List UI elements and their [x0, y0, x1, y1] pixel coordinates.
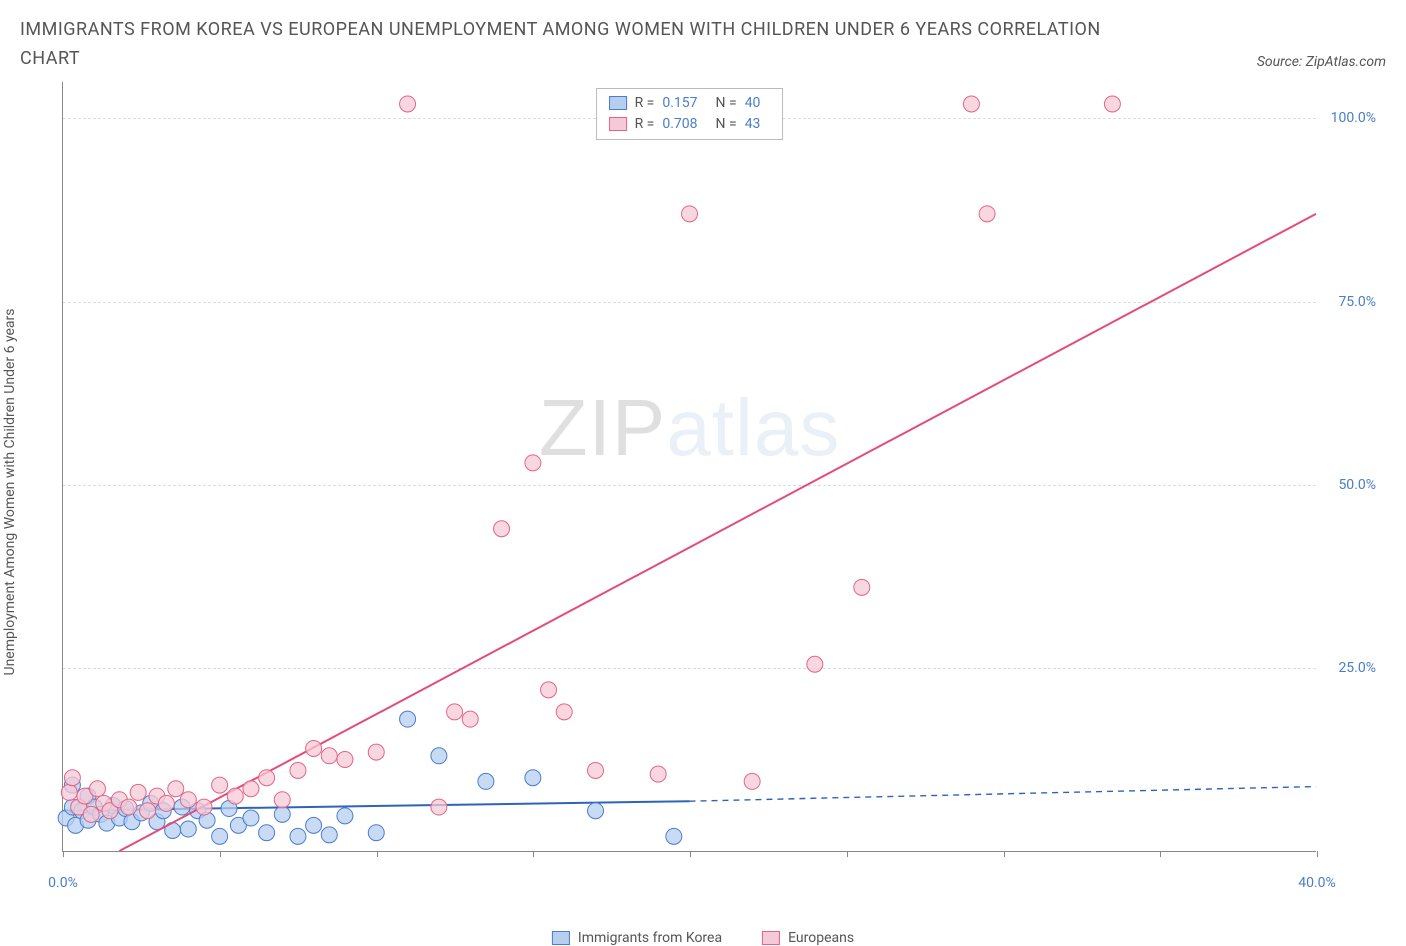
- data-point: [368, 824, 384, 840]
- stats-row: R = 0.708 N = 43: [609, 114, 771, 135]
- regression-line-extrapolated: [690, 786, 1317, 801]
- n-label: N =: [716, 93, 737, 114]
- x-tick: [690, 851, 691, 857]
- legend-item: Immigrants from Korea: [552, 930, 722, 946]
- data-point: [61, 784, 77, 800]
- series-swatch: [609, 96, 627, 110]
- y-tick-label: 100.0%: [1331, 110, 1376, 126]
- stats-row: R = 0.157 N = 40: [609, 93, 771, 114]
- r-value: 0.708: [662, 114, 697, 135]
- data-point: [337, 751, 353, 767]
- data-point: [525, 454, 541, 470]
- data-point: [168, 780, 184, 796]
- data-point: [588, 762, 604, 778]
- r-value: 0.157: [662, 93, 697, 114]
- data-point: [274, 806, 290, 822]
- x-tick: [847, 851, 848, 857]
- chart-header: IMMIGRANTS FROM KOREA VS EUROPEAN UNEMPL…: [20, 16, 1386, 74]
- series-swatch: [609, 117, 627, 131]
- data-point: [368, 744, 384, 760]
- x-tick: [220, 851, 221, 857]
- data-point: [227, 788, 243, 804]
- data-point: [431, 799, 447, 815]
- data-point: [259, 824, 275, 840]
- data-point: [400, 711, 416, 727]
- data-point: [158, 795, 174, 811]
- data-point: [64, 769, 80, 785]
- data-point: [650, 766, 666, 782]
- data-point: [447, 703, 463, 719]
- legend-swatch: [762, 931, 780, 945]
- r-label: R =: [635, 93, 655, 114]
- correlation-stats-box: R = 0.157 N = 40 R = 0.708 N = 43: [596, 88, 784, 140]
- data-point: [494, 520, 510, 536]
- n-value: 43: [745, 114, 761, 135]
- y-tick-label: 25.0%: [1338, 660, 1376, 676]
- data-point: [682, 205, 698, 221]
- legend-item: Europeans: [762, 930, 854, 946]
- data-point: [290, 828, 306, 844]
- data-point: [854, 579, 870, 595]
- source-attribution: Source: ZipAtlas.com: [1237, 54, 1386, 74]
- scatter-svg: [63, 82, 1316, 851]
- data-point: [321, 747, 337, 763]
- legend: Immigrants from Korea Europeans: [552, 930, 854, 946]
- data-point: [400, 96, 416, 112]
- data-point: [462, 711, 478, 727]
- data-point: [963, 96, 979, 112]
- data-point: [83, 806, 99, 822]
- x-tick: [533, 851, 534, 857]
- data-point: [525, 769, 541, 785]
- data-point: [666, 828, 682, 844]
- legend-label: Immigrants from Korea: [578, 930, 722, 946]
- data-point: [1104, 96, 1120, 112]
- data-point: [979, 205, 995, 221]
- legend-label: Europeans: [788, 930, 854, 946]
- data-point: [140, 802, 156, 818]
- data-point: [196, 799, 212, 815]
- data-point: [290, 762, 306, 778]
- data-point: [130, 784, 146, 800]
- data-point: [337, 807, 353, 823]
- data-point: [180, 821, 196, 837]
- data-point: [259, 769, 275, 785]
- data-point: [556, 703, 572, 719]
- plot-area: R =0.157N =40R =0.708N =43 ZIPatlas 25.0…: [62, 82, 1316, 852]
- data-point: [274, 791, 290, 807]
- x-tick: [1160, 851, 1161, 857]
- n-value: 40: [745, 93, 761, 114]
- data-point: [180, 791, 196, 807]
- data-point: [541, 681, 557, 697]
- data-point: [89, 780, 105, 796]
- data-point: [321, 826, 337, 842]
- chart-container: Unemployment Among Women with Children U…: [20, 82, 1386, 902]
- y-tick-label: 50.0%: [1338, 477, 1376, 493]
- data-point: [121, 799, 137, 815]
- data-point: [588, 802, 604, 818]
- x-tick: [63, 851, 64, 857]
- data-point: [431, 747, 447, 763]
- data-point: [306, 817, 322, 833]
- legend-swatch: [552, 931, 570, 945]
- data-point: [478, 773, 494, 789]
- x-tick-label: 40.0%: [1298, 875, 1336, 891]
- x-tick: [377, 851, 378, 857]
- x-tick: [1004, 851, 1005, 857]
- x-tick-label: 0.0%: [48, 875, 78, 891]
- y-tick-label: 75.0%: [1338, 294, 1376, 310]
- data-point: [744, 773, 760, 789]
- x-tick: [1317, 851, 1318, 857]
- data-point: [807, 656, 823, 672]
- data-point: [243, 810, 259, 826]
- data-point: [243, 780, 259, 796]
- data-point: [212, 777, 228, 793]
- regression-line: [119, 213, 1316, 850]
- chart-title: IMMIGRANTS FROM KOREA VS EUROPEAN UNEMPL…: [20, 16, 1120, 74]
- data-point: [212, 828, 228, 844]
- n-label: N =: [716, 114, 737, 135]
- data-point: [306, 740, 322, 756]
- y-axis-label: Unemployment Among Women with Children U…: [2, 308, 18, 675]
- r-label: R =: [635, 114, 655, 135]
